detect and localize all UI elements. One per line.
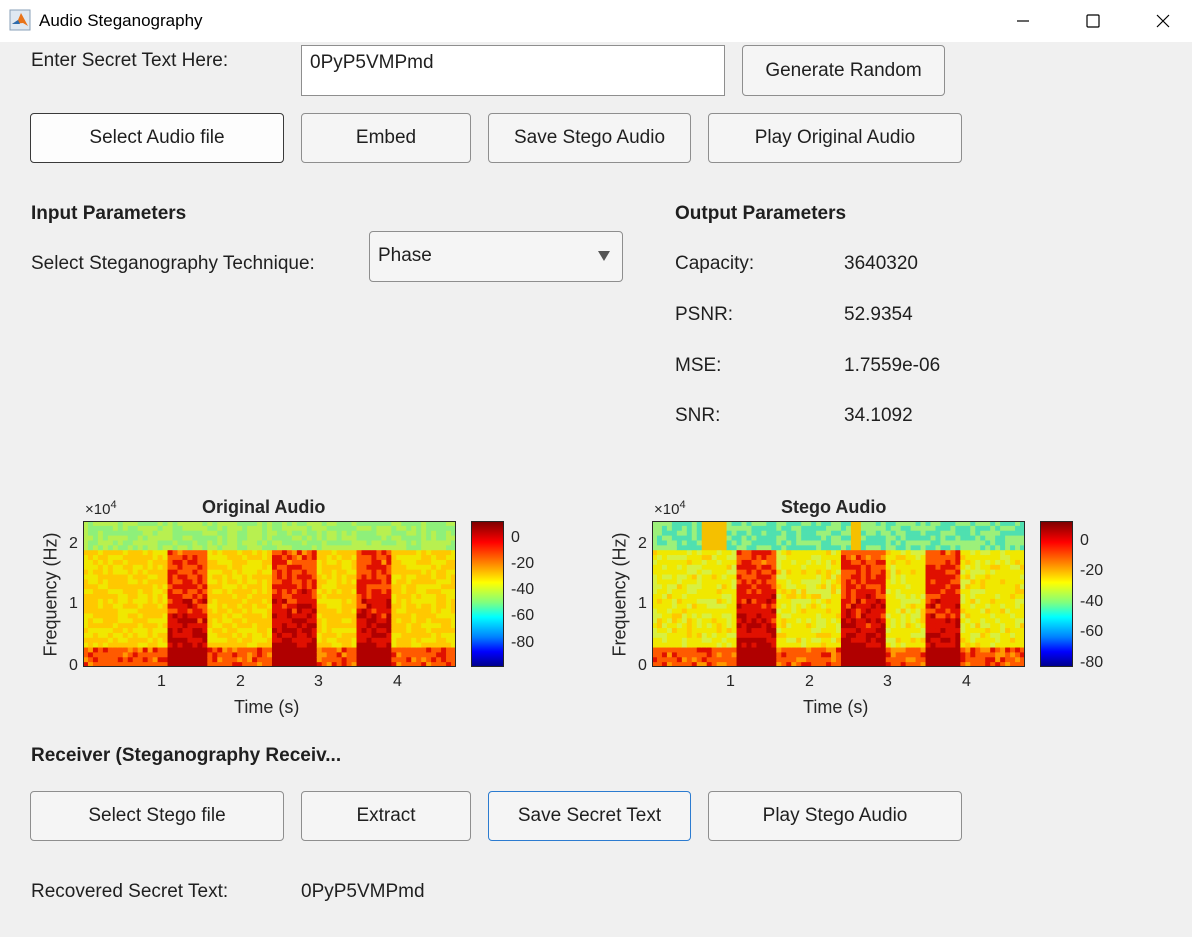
- recovered-text-label: Recovered Secret Text:: [31, 881, 229, 902]
- technique-label: Select Steganography Technique:: [31, 253, 315, 274]
- colorbar-tick: -80: [1080, 654, 1104, 671]
- select-audio-button[interactable]: Select Audio file: [30, 113, 284, 163]
- capacity-value: 3640320: [844, 253, 918, 274]
- output-parameters-heading: Output Parameters: [675, 203, 847, 224]
- input-parameters-heading: Input Parameters: [31, 203, 187, 224]
- x-tick: 2: [805, 673, 814, 690]
- plot-frame: [652, 521, 1025, 667]
- y-tick: 1: [638, 595, 647, 612]
- colorbar-tick: -60: [511, 607, 535, 624]
- x-tick: 3: [883, 673, 892, 690]
- embed-button[interactable]: Embed: [301, 113, 471, 163]
- y-tick: 2: [69, 535, 78, 552]
- technique-value: Phase: [378, 245, 432, 266]
- x-tick: 1: [726, 673, 735, 690]
- secret-text-label: Enter Secret Text Here:: [31, 50, 229, 71]
- colorbar-tick: -80: [511, 634, 535, 651]
- colorbar: [471, 521, 504, 667]
- y-tick: 0: [69, 657, 78, 674]
- minimize-button[interactable]: [988, 0, 1058, 42]
- plot-title: Original Audio: [202, 497, 326, 517]
- x-tick: 3: [314, 673, 323, 690]
- colorbar-tick: -20: [1080, 562, 1104, 579]
- title-bar: Audio Steganography: [0, 0, 1192, 42]
- y-axis-label: Frequency (Hz): [40, 532, 61, 657]
- x-tick: 1: [157, 673, 166, 690]
- colorbar: [1040, 521, 1073, 667]
- mse-label: MSE:: [675, 355, 722, 376]
- spectrogram: [83, 521, 456, 667]
- y-tick: 1: [69, 595, 78, 612]
- y-tick: 0: [638, 657, 647, 674]
- mse-value: 1.7559e-06: [844, 355, 941, 376]
- y-axis-label: Frequency (Hz): [609, 532, 630, 657]
- save-secret-text-button[interactable]: Save Secret Text: [488, 791, 691, 841]
- spectrogram: [652, 521, 1025, 667]
- colorbar-tick: -20: [511, 555, 535, 572]
- minimize-icon: [1017, 20, 1029, 22]
- y-exponent: ×104: [85, 499, 117, 518]
- save-stego-audio-button[interactable]: Save Stego Audio: [488, 113, 691, 163]
- chevron-down-icon: [598, 251, 610, 261]
- secret-text-input[interactable]: 0PyP5VMPmd: [301, 45, 725, 96]
- close-button[interactable]: [1128, 0, 1192, 42]
- close-icon: [1156, 14, 1170, 28]
- generate-random-button[interactable]: Generate Random: [742, 45, 945, 96]
- x-tick: 2: [236, 673, 245, 690]
- plot-title: Stego Audio: [781, 497, 887, 517]
- colorbar-tick: -40: [1080, 593, 1104, 610]
- matlab-icon: [9, 9, 31, 31]
- y-exponent: ×104: [654, 499, 686, 518]
- maximize-icon: [1086, 14, 1100, 28]
- technique-dropdown[interactable]: Phase: [369, 231, 623, 282]
- colorbar-tick: -60: [1080, 623, 1104, 640]
- colorbar-tick: -40: [511, 581, 535, 598]
- select-stego-file-button[interactable]: Select Stego file: [30, 791, 284, 841]
- x-tick: 4: [393, 673, 402, 690]
- x-axis-label: Time (s): [803, 697, 869, 717]
- play-stego-audio-button[interactable]: Play Stego Audio: [708, 791, 962, 841]
- extract-button[interactable]: Extract: [301, 791, 471, 841]
- receiver-heading: Receiver (Steganography Receiv...: [31, 745, 342, 766]
- psnr-value: 52.9354: [844, 304, 913, 325]
- snr-value: 34.1092: [844, 405, 913, 426]
- play-original-audio-button[interactable]: Play Original Audio: [708, 113, 962, 163]
- x-tick: 4: [962, 673, 971, 690]
- capacity-label: Capacity:: [675, 253, 755, 274]
- maximize-button[interactable]: [1058, 0, 1128, 42]
- recovered-text-value: 0PyP5VMPmd: [301, 881, 425, 902]
- y-tick: 2: [638, 535, 647, 552]
- colorbar-tick: 0: [511, 529, 520, 546]
- x-axis-label: Time (s): [234, 697, 300, 717]
- psnr-label: PSNR:: [675, 304, 734, 325]
- snr-label: SNR:: [675, 405, 721, 426]
- window-title: Audio Steganography: [39, 11, 203, 30]
- plot-frame: [83, 521, 456, 667]
- colorbar-tick: 0: [1080, 532, 1089, 549]
